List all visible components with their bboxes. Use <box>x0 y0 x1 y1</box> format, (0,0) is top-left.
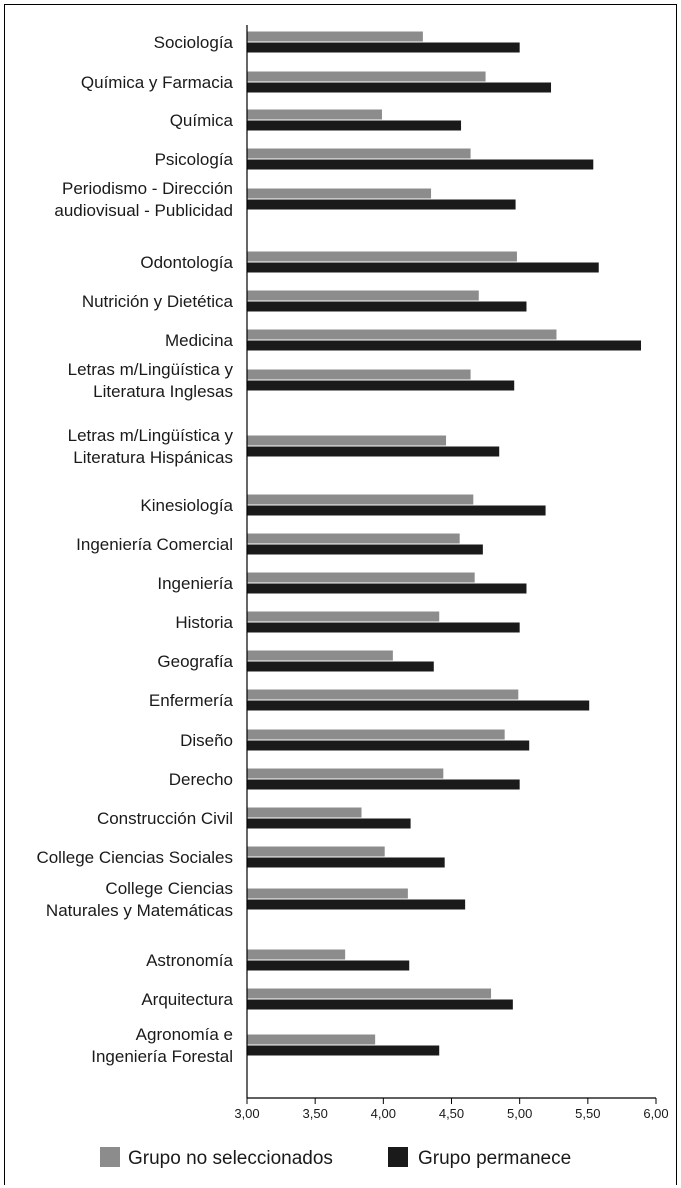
bar-permanece <box>247 262 599 273</box>
bar-no-seleccionados <box>247 888 408 899</box>
bar-permanece <box>247 301 527 312</box>
category-label: Literatura Hispánicas <box>73 448 233 467</box>
bar-no-seleccionados <box>247 768 444 779</box>
category-label: Diseño <box>180 731 233 750</box>
bar-permanece <box>247 661 434 672</box>
bar-no-seleccionados <box>247 251 517 262</box>
category-label: Historia <box>175 613 233 632</box>
category-label: Psicología <box>155 150 234 169</box>
bar-no-seleccionados <box>247 729 505 740</box>
category-label: Enfermería <box>149 691 234 710</box>
category-label: Kinesiología <box>140 496 233 515</box>
x-tick-label: 5,00 <box>507 1106 532 1121</box>
bar-no-seleccionados <box>247 329 557 340</box>
x-tick-label: 6,00 <box>643 1106 668 1121</box>
bar-permanece <box>247 583 527 594</box>
category-label: Química <box>170 111 234 130</box>
category-label: Agronomía e <box>136 1025 233 1044</box>
bar-permanece <box>247 340 642 351</box>
bar-permanece <box>247 159 594 170</box>
bar-permanece <box>247 960 410 971</box>
bar-permanece <box>247 622 520 633</box>
bar-permanece <box>247 700 590 711</box>
legend-label: Grupo permanece <box>418 1148 571 1169</box>
bar-no-seleccionados <box>247 689 519 700</box>
bar-permanece <box>247 42 520 53</box>
bar-permanece <box>247 779 520 790</box>
bar-permanece <box>247 505 546 516</box>
bar-permanece <box>247 999 513 1010</box>
category-label: Odontología <box>140 253 233 272</box>
bar-permanece <box>247 857 445 868</box>
category-label: Medicina <box>165 331 234 350</box>
category-label: Nutrición y Dietética <box>82 292 234 311</box>
legend-label: Grupo no seleccionados <box>128 1148 333 1169</box>
category-label: College Ciencias <box>105 879 233 898</box>
category-label: Química y Farmacia <box>81 73 234 92</box>
category-label: Letras m/Lingüística y <box>68 360 234 379</box>
category-label: Arquitectura <box>141 990 233 1009</box>
bar-no-seleccionados <box>247 494 474 505</box>
bar-permanece <box>247 818 411 829</box>
bar-permanece <box>247 120 462 131</box>
category-label: Letras m/Lingüística y <box>68 426 234 445</box>
bar-permanece <box>247 544 483 555</box>
category-label: Derecho <box>169 770 233 789</box>
bar-no-seleccionados <box>247 31 423 42</box>
x-tick-label: 4,00 <box>371 1106 396 1121</box>
bar-no-seleccionados <box>247 611 440 622</box>
bar-permanece <box>247 199 516 210</box>
x-tick-label: 3,00 <box>234 1106 259 1121</box>
category-label: Ingeniería Forestal <box>91 1047 233 1066</box>
category-label: Naturales y Matemáticas <box>46 901 233 920</box>
bar-no-seleccionados <box>247 988 492 999</box>
category-label: Construcción Civil <box>97 809 233 828</box>
bar-permanece <box>247 740 530 751</box>
legend-swatch <box>100 1147 120 1167</box>
bar-no-seleccionados <box>247 572 475 583</box>
bar-permanece <box>247 1045 440 1056</box>
bar-no-seleccionados <box>247 188 432 199</box>
x-tick-label: 4,50 <box>439 1106 464 1121</box>
category-label: Astronomía <box>146 951 233 970</box>
category-label: Sociología <box>154 33 234 52</box>
bar-no-seleccionados <box>247 290 479 301</box>
bar-no-seleccionados <box>247 1034 376 1045</box>
category-label: Ingeniería Comercial <box>76 535 233 554</box>
x-tick-label: 5,50 <box>575 1106 600 1121</box>
bar-no-seleccionados <box>247 533 460 544</box>
bar-no-seleccionados <box>247 435 447 446</box>
bar-no-seleccionados <box>247 109 382 120</box>
bar-permanece <box>247 899 466 910</box>
bar-permanece <box>247 380 515 391</box>
x-tick-label: 3,50 <box>303 1106 328 1121</box>
category-label: College Ciencias Sociales <box>36 848 233 867</box>
bar-permanece <box>247 446 500 457</box>
bar-no-seleccionados <box>247 807 362 818</box>
bar-no-seleccionados <box>247 949 346 960</box>
bar-no-seleccionados <box>247 148 471 159</box>
category-label: Geografía <box>157 652 233 671</box>
bar-no-seleccionados <box>247 846 385 857</box>
category-label: Ingeniería <box>157 574 233 593</box>
category-label: Periodismo - Dirección <box>62 179 233 198</box>
category-label: Literatura Inglesas <box>93 382 233 401</box>
category-label: audiovisual - Publicidad <box>54 201 233 220</box>
bar-no-seleccionados <box>247 650 393 661</box>
bar-permanece <box>247 82 552 93</box>
bar-no-seleccionados <box>247 369 471 380</box>
legend-swatch <box>388 1147 408 1167</box>
bar-no-seleccionados <box>247 71 486 82</box>
chart-frame <box>4 4 677 1185</box>
